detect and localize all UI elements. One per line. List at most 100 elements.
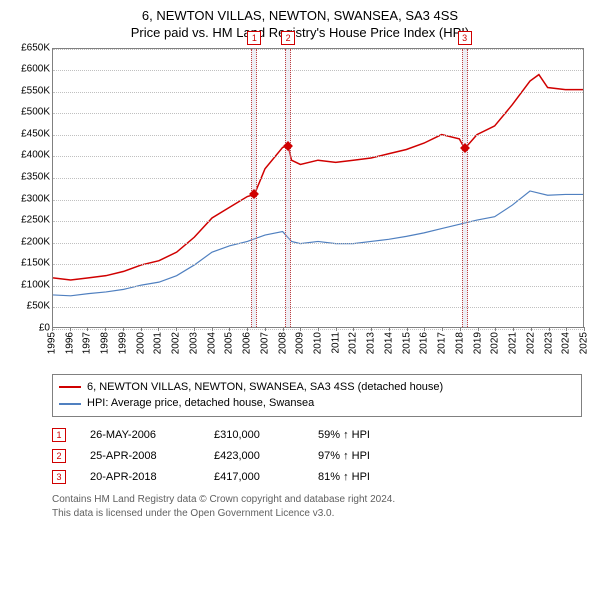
sales-table: 126-MAY-2006£310,00059% ↑ HPI225-APR-200… [52,425,590,488]
x-tick-mark [265,327,266,331]
legend-label: 6, NEWTON VILLAS, NEWTON, SWANSEA, SA3 4… [87,379,443,396]
x-tick-label: 2015 [401,332,412,354]
x-tick-label: 2025 [579,332,590,354]
x-tick-label: 2011 [330,332,341,354]
x-tick-mark [87,327,88,331]
legend-item: 6, NEWTON VILLAS, NEWTON, SWANSEA, SA3 4… [59,379,575,396]
gridline [53,286,583,287]
sales-row-price: £423,000 [214,446,294,467]
x-tick-mark [442,327,443,331]
x-tick-mark [566,327,567,331]
y-tick-label: £450K [21,128,50,139]
x-tick-label: 2010 [313,332,324,354]
x-tick-mark [105,327,106,331]
y-tick-label: £650K [21,42,50,53]
title-line-2: Price paid vs. HM Land Registry's House … [10,25,590,42]
x-tick-mark [247,327,248,331]
sale-band [251,49,257,327]
gridline [53,200,583,201]
plot-area: 123 [52,48,584,328]
x-tick-mark [123,327,124,331]
y-tick-label: £550K [21,85,50,96]
y-tick-label: £150K [21,258,50,269]
x-tick-mark [460,327,461,331]
x-tick-label: 2019 [472,332,483,354]
y-tick-label: £100K [21,279,50,290]
sales-row: 126-MAY-2006£310,00059% ↑ HPI [52,425,590,446]
x-tick-label: 2016 [419,332,430,354]
x-tick-mark [495,327,496,331]
sale-marker-label: 3 [458,31,472,45]
gridline [53,49,583,50]
gridline [53,221,583,222]
x-tick-label: 1996 [64,332,75,354]
x-tick-label: 2018 [454,332,465,354]
legend-swatch [59,403,81,405]
x-tick-label: 2002 [171,332,182,354]
sale-band [462,49,468,327]
gridline [53,243,583,244]
sales-row-date: 25-APR-2008 [90,446,190,467]
gridline [53,92,583,93]
x-tick-label: 2006 [242,332,253,354]
gridline [53,113,583,114]
x-tick-label: 2001 [153,332,164,354]
x-tick-label: 2004 [206,332,217,354]
x-tick-mark [176,327,177,331]
x-tick-mark [478,327,479,331]
gridline [53,264,583,265]
x-tick-label: 2009 [295,332,306,354]
x-tick-label: 2023 [543,332,554,354]
x-tick-mark [300,327,301,331]
x-tick-mark [70,327,71,331]
y-tick-label: £600K [21,64,50,75]
footer-line-2: This data is licensed under the Open Gov… [52,507,590,521]
sales-row-hpi: 81% ↑ HPI [318,467,418,488]
y-tick-label: £200K [21,236,50,247]
gridline [53,135,583,136]
sale-marker-label: 1 [247,31,261,45]
chart-title: 6, NEWTON VILLAS, NEWTON, SWANSEA, SA3 4… [10,8,590,42]
x-tick-label: 1998 [100,332,111,354]
x-tick-mark [194,327,195,331]
x-tick-mark [212,327,213,331]
x-tick-mark [584,327,585,331]
sales-row-number: 3 [52,470,66,484]
x-tick-label: 2020 [490,332,501,354]
sales-row: 2 25-APR-2008 £423,000 97% ↑ HPI [52,446,590,467]
x-tick-mark [141,327,142,331]
y-tick-label: £50K [27,301,50,312]
sales-row-hpi: 97% ↑ HPI [318,446,418,467]
x-tick-mark [424,327,425,331]
x-tick-mark [52,327,53,331]
x-tick-mark [283,327,284,331]
x-tick-mark [549,327,550,331]
x-tick-label: 2014 [383,332,394,354]
legend: 6, NEWTON VILLAS, NEWTON, SWANSEA, SA3 4… [52,374,582,417]
x-tick-label: 2003 [188,332,199,354]
gridline [53,156,583,157]
y-tick-label: £250K [21,215,50,226]
sales-row-price: £310,000 [214,425,294,446]
x-tick-label: 2008 [277,332,288,354]
sales-row-number: 2 [52,449,66,463]
x-tick-label: 2021 [508,332,519,354]
y-tick-label: £350K [21,172,50,183]
y-tick-label: £300K [21,193,50,204]
x-axis: 1995199619971998199920002001200220032004… [52,328,584,368]
x-tick-label: 2005 [224,332,235,354]
legend-swatch [59,386,81,388]
gridline [53,307,583,308]
sales-row-hpi: 59% ↑ HPI [318,425,418,446]
x-tick-mark [531,327,532,331]
footer-line-1: Contains HM Land Registry data © Crown c… [52,493,590,507]
x-tick-label: 1999 [117,332,128,354]
x-tick-label: 1997 [82,332,93,354]
legend-item: HPI: Average price, detached house, Swan… [59,395,575,412]
x-tick-mark [371,327,372,331]
sale-band [285,49,291,327]
gridline [53,70,583,71]
x-tick-mark [229,327,230,331]
x-tick-mark [318,327,319,331]
legend-label: HPI: Average price, detached house, Swan… [87,395,314,412]
